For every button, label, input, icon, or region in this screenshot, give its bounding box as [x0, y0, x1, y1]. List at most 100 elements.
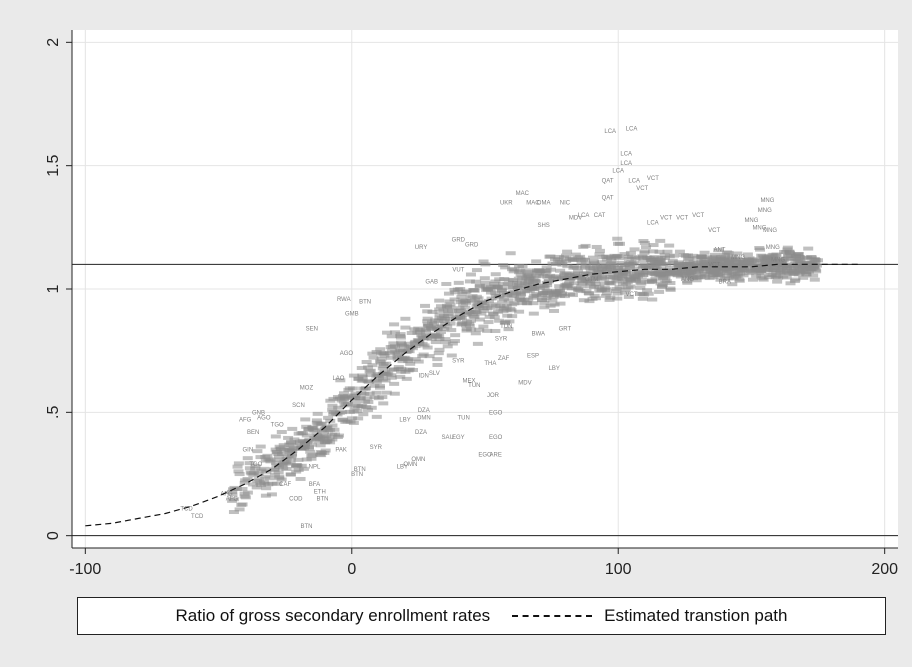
scatter-point-label: LCA [647, 220, 659, 226]
scatter-point-label: VCT [708, 262, 720, 268]
cloud-mark [542, 274, 553, 279]
cloud-mark [499, 277, 510, 282]
cloud-mark [381, 372, 392, 377]
cloud-mark [530, 279, 541, 284]
cloud-mark [594, 248, 605, 253]
cloud-mark [745, 267, 756, 272]
cloud-mark [594, 252, 605, 257]
cloud-mark [753, 267, 764, 272]
cloud-mark [652, 256, 663, 261]
cloud-mark [500, 265, 511, 270]
cloud-mark [734, 277, 745, 282]
cloud-mark [642, 288, 653, 293]
cloud-mark [561, 258, 572, 263]
cloud-mark [344, 409, 355, 414]
cloud-mark [330, 432, 341, 437]
cloud-mark [505, 306, 516, 311]
cloud-mark [665, 281, 676, 286]
cloud-mark [488, 311, 499, 316]
cloud-mark [299, 439, 310, 444]
cloud-mark [453, 280, 464, 285]
cloud-mark [347, 386, 358, 391]
cloud-mark [620, 287, 631, 292]
cloud-mark [420, 327, 431, 332]
cloud-mark [470, 331, 481, 336]
cloud-mark [484, 314, 495, 319]
cloud-mark [739, 263, 750, 268]
cloud-mark [371, 349, 382, 354]
scatter-point-label: MAC [516, 191, 530, 197]
cloud-mark [505, 251, 516, 256]
cloud-mark [732, 251, 743, 256]
scatter-point-label: LCA [626, 127, 638, 133]
cloud-mark [772, 259, 783, 264]
cloud-mark [515, 272, 526, 277]
scatter-point-label: GNB [252, 410, 265, 416]
scatter-point-label: SLV [429, 371, 440, 377]
cloud-mark [299, 442, 310, 447]
cloud-mark [647, 260, 658, 265]
cloud-mark [495, 306, 506, 311]
cloud-mark [412, 330, 423, 335]
cloud-mark [366, 405, 377, 410]
cloud-mark [371, 379, 382, 384]
cloud-mark [286, 440, 297, 445]
cloud-mark [528, 295, 539, 300]
cloud-mark [460, 305, 471, 310]
cloud-mark [377, 366, 388, 371]
scatter-point-label: LAO [332, 376, 344, 382]
cloud-mark [708, 272, 719, 277]
scatter-point-label: EGO [489, 435, 503, 441]
scatter-point-label: JOR [487, 393, 500, 399]
scatter-point-label: VCT [647, 176, 659, 182]
cloud-mark [696, 255, 707, 260]
cloud-mark [232, 464, 243, 469]
cloud-mark [350, 393, 361, 398]
cloud-mark [646, 278, 657, 283]
scatter-point-label: LCA [604, 129, 616, 135]
cloud-mark [312, 411, 323, 416]
cloud-mark [479, 276, 490, 281]
cloud-mark [258, 479, 269, 484]
cloud-mark [549, 308, 560, 313]
cloud-mark [236, 502, 247, 507]
cloud-mark [562, 284, 573, 289]
cloud-mark [327, 437, 338, 442]
cloud-mark [253, 471, 264, 476]
cloud-mark [470, 307, 481, 312]
cloud-mark [317, 428, 328, 433]
cloud-mark [507, 267, 518, 272]
cloud-mark [539, 300, 550, 305]
scatter-point-label: QAT [602, 178, 614, 184]
cloud-mark [567, 293, 578, 298]
cloud-mark [298, 431, 309, 436]
cloud-mark [612, 265, 623, 270]
cloud-mark [266, 492, 277, 497]
cloud-mark [555, 268, 566, 273]
cloud-mark [446, 353, 457, 358]
scatter-point-label: DZA [418, 408, 430, 414]
x-tick-label: -100 [69, 561, 101, 578]
cloud-mark [715, 277, 726, 282]
cloud-mark [403, 359, 414, 364]
cloud-mark [684, 256, 695, 261]
cloud-mark [252, 449, 263, 454]
scatter-point-label: AGO [257, 415, 271, 421]
cloud-mark [728, 275, 739, 280]
cloud-mark [365, 368, 376, 373]
cloud-mark [480, 262, 491, 267]
scatter-point-label: SHS [537, 223, 549, 229]
cloud-mark [507, 285, 518, 290]
cloud-mark [657, 282, 668, 287]
cloud-mark [406, 330, 417, 335]
cloud-mark [779, 249, 790, 254]
cloud-mark [580, 264, 591, 269]
cloud-mark [325, 418, 336, 423]
cloud-mark [656, 284, 667, 289]
cloud-mark [444, 317, 455, 322]
cloud-mark [812, 258, 823, 263]
cloud-mark [350, 398, 361, 403]
cloud-mark [523, 279, 534, 284]
cloud-mark [724, 266, 735, 271]
